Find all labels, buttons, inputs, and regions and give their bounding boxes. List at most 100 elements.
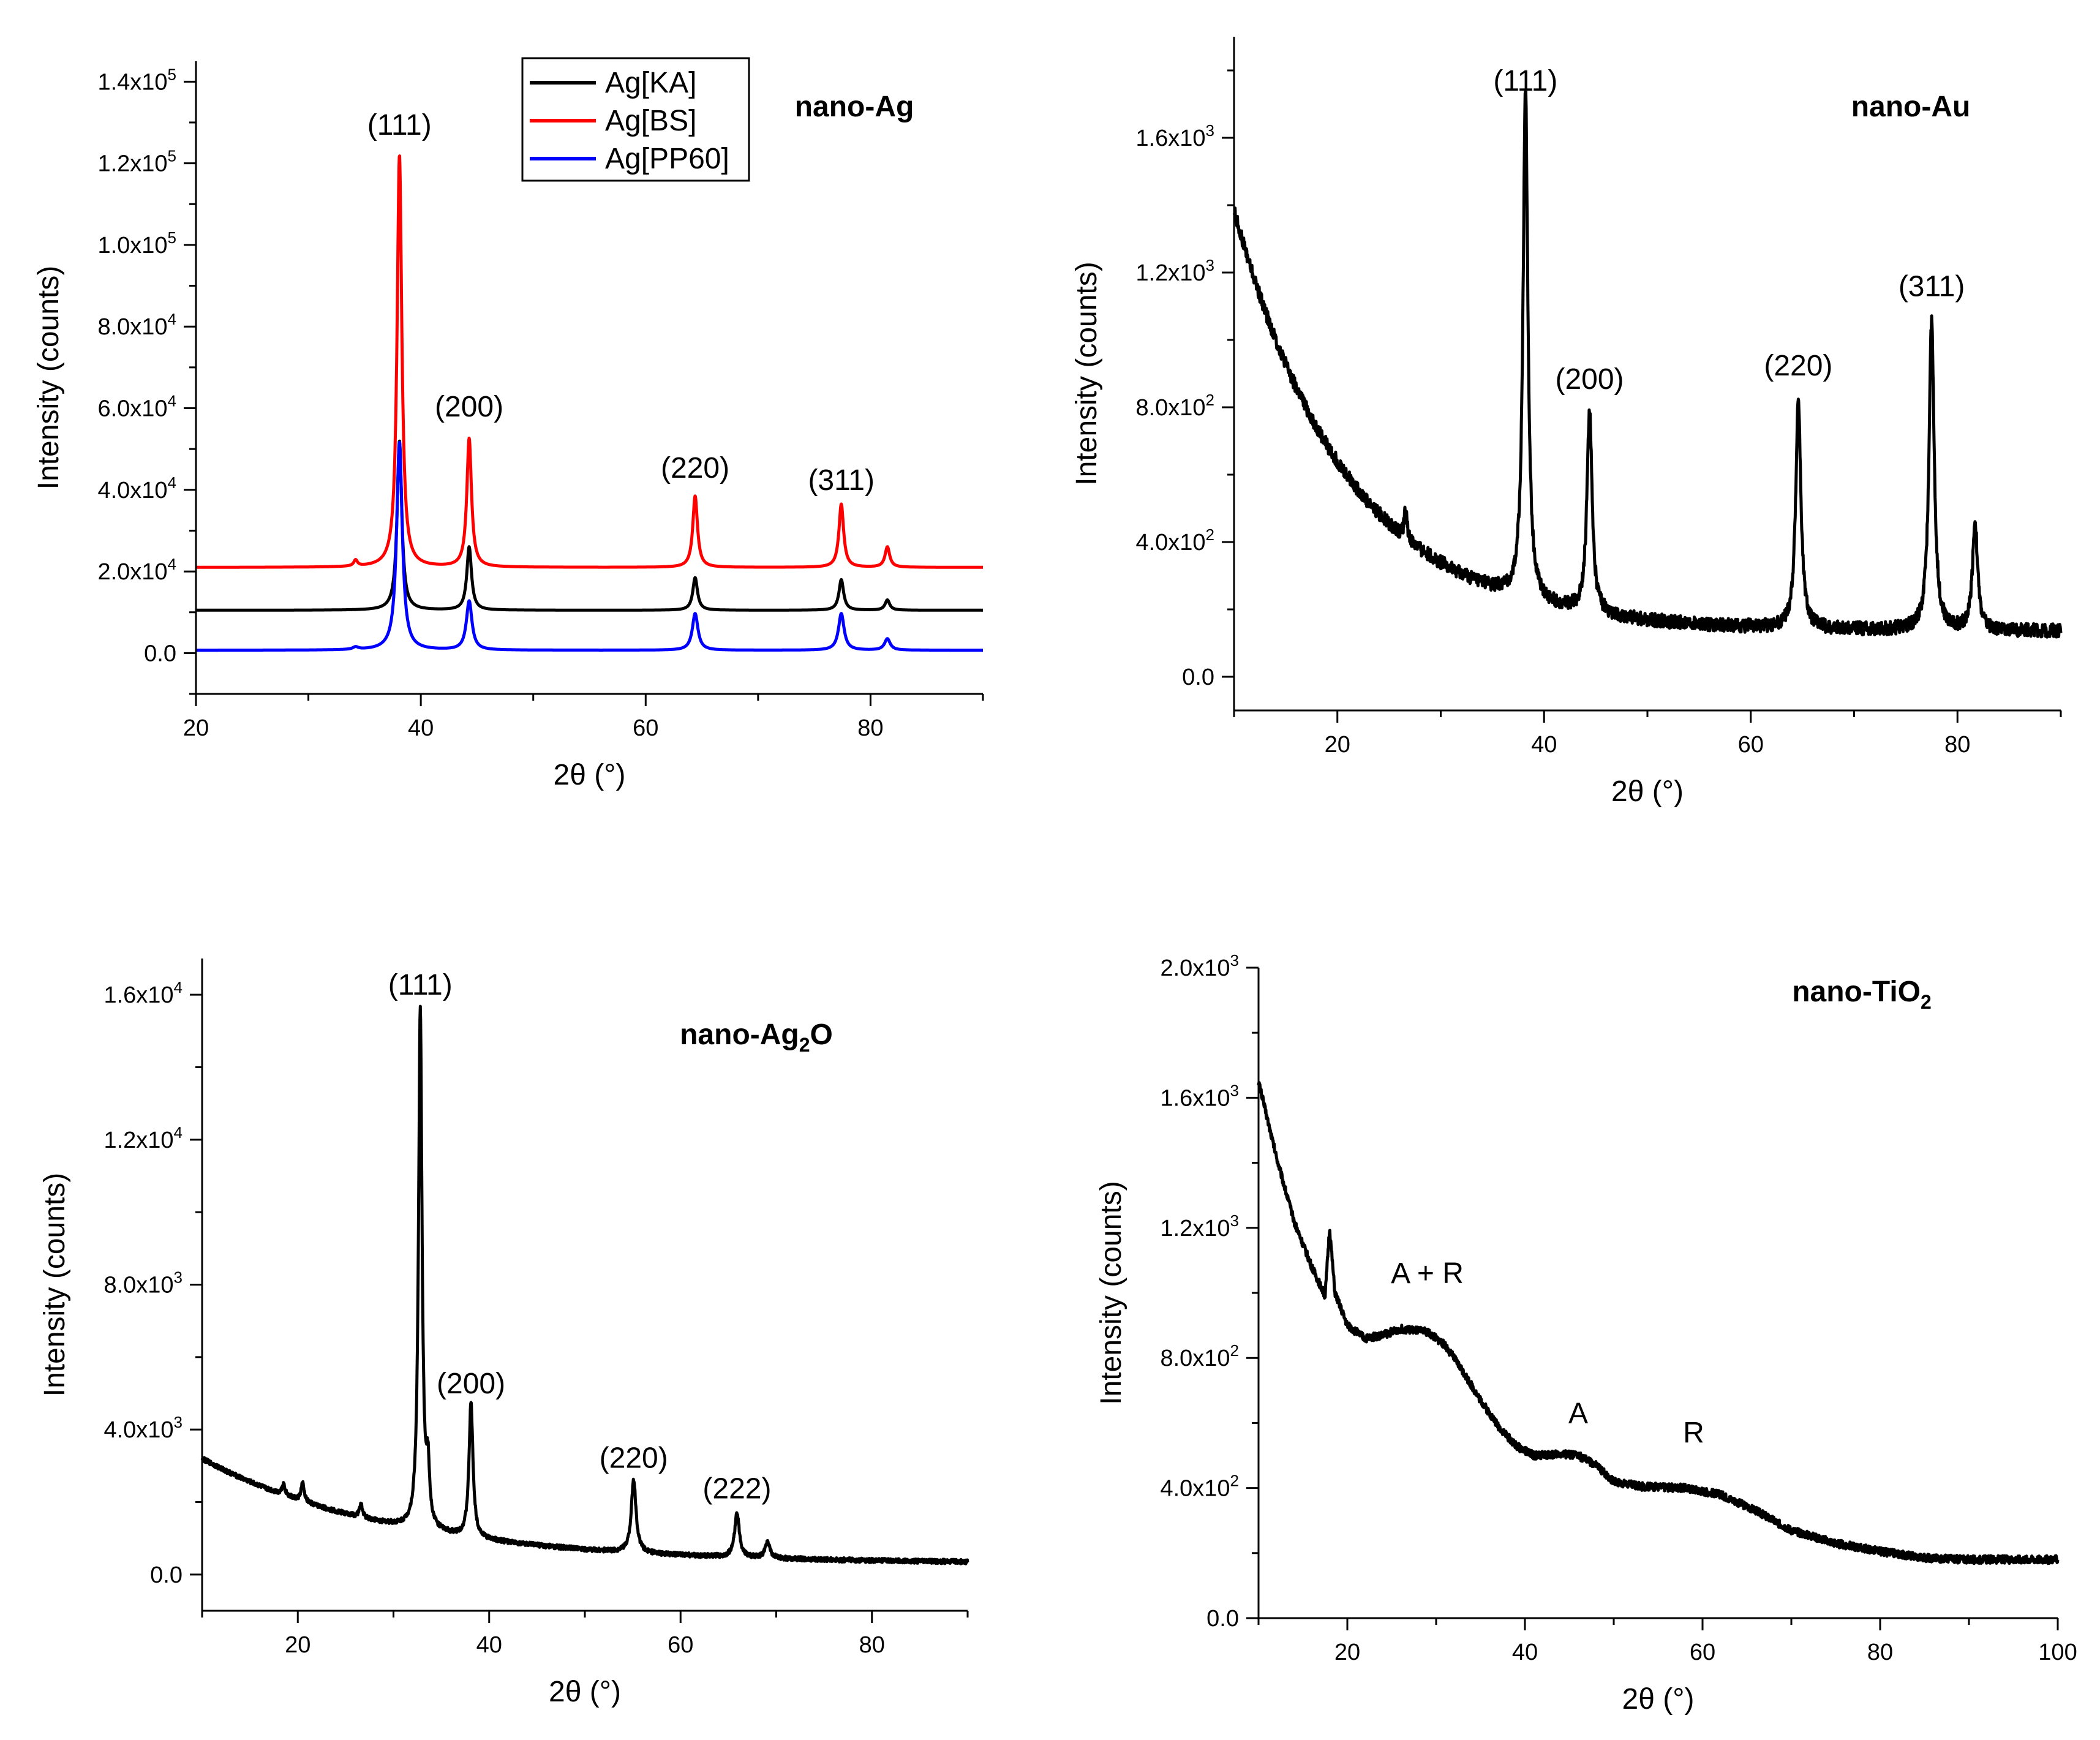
x-tick-label: 20 — [183, 715, 209, 741]
y-tick-base: 1.0x10 — [97, 233, 167, 258]
x-tick-label: 100 — [2038, 1640, 2077, 1665]
y-tick-base: 2.0x10 — [1160, 955, 1230, 981]
y-tick-label: 4.0x103 — [103, 1413, 183, 1443]
series-line-ag2o-0 — [200, 1004, 969, 1565]
y-tick-exponent: 3 — [174, 1413, 183, 1431]
x-tick-label: 40 — [1512, 1640, 1538, 1665]
y-tick-exponent: 3 — [1230, 951, 1239, 970]
panel-tio2: 20 40 60 80 1000.04.0x1028.0x1021.2x1031.6x1… — [1095, 951, 2077, 1716]
y-tick-base: 6.0x10 — [97, 396, 167, 421]
title-main: nano-Au — [1851, 91, 1971, 123]
y-tick-exponent: 3 — [1206, 256, 1214, 274]
peak-label: (311) — [1899, 271, 1965, 303]
series-line-au-0 — [1232, 89, 2063, 639]
y-tick-exponent: 2 — [1206, 391, 1214, 409]
x-tick-label: 20 — [1334, 1640, 1360, 1665]
panel-title: nano-Ag — [795, 91, 914, 123]
y-axis-label: Intensity (counts) — [39, 1173, 71, 1396]
peak-label: (111) — [1493, 65, 1557, 97]
x-tick-label: 40 — [1531, 732, 1557, 758]
y-tick-base: 1.4x10 — [97, 69, 167, 95]
y-tick-exponent: 4 — [168, 473, 176, 492]
series-line-ag-2 — [195, 440, 984, 652]
x-tick-label: 60 — [633, 715, 658, 741]
peak-label: (220) — [600, 1442, 668, 1474]
y-tick-base: 8.0x10 — [1160, 1346, 1230, 1371]
x-tick-label: 60 — [668, 1632, 693, 1658]
y-tick-label: 0.0 — [1206, 1606, 1239, 1632]
x-tick-label: 40 — [408, 715, 434, 741]
peak-label: A + R — [1391, 1257, 1464, 1290]
title-main: nano-Ag — [795, 91, 914, 123]
y-tick-label: 1.6x103 — [1135, 121, 1214, 151]
y-tick-base: 4.0x10 — [1160, 1476, 1230, 1502]
y-tick-exponent: 4 — [174, 1123, 183, 1142]
y-tick-label: 0.0 — [144, 641, 176, 666]
peak-label: (200) — [437, 1368, 505, 1400]
y-tick-label: 2.0x103 — [1160, 951, 1239, 981]
y-tick-exponent: 4 — [168, 555, 176, 573]
y-tick-exponent: 2 — [1206, 525, 1214, 544]
y-tick-label: 6.0x104 — [97, 391, 176, 421]
x-tick-label: 20 — [285, 1632, 310, 1658]
y-tick-base: 4.0x10 — [97, 478, 167, 503]
series-line-tio2-0 — [1257, 1081, 2060, 1565]
y-tick-base: 8.0x10 — [97, 314, 167, 340]
y-tick-exponent: 4 — [168, 391, 176, 410]
x-tick-label: 80 — [857, 715, 883, 741]
panel-title: nano-TiO2 — [1792, 976, 1932, 1013]
y-tick-base: 0.0 — [1206, 1606, 1239, 1632]
y-tick-base: 0.0 — [144, 641, 176, 666]
series-line-ag-1 — [195, 154, 984, 569]
legend-label: Ag[BS] — [605, 105, 696, 137]
x-tick-label: 20 — [1325, 732, 1350, 758]
y-tick-exponent: 3 — [174, 1268, 183, 1287]
peak-label: (220) — [661, 452, 729, 484]
x-axis-label: 2θ (°) — [1622, 1683, 1695, 1716]
y-tick-base: 1.2x10 — [1135, 260, 1205, 286]
peak-label: (200) — [1555, 363, 1624, 396]
y-tick-exponent: 4 — [174, 978, 183, 996]
y-tick-exponent: 3 — [1230, 1211, 1239, 1230]
x-tick-label: 80 — [859, 1632, 885, 1658]
y-tick-label: 8.0x103 — [103, 1268, 183, 1298]
y-tick-exponent: 5 — [168, 228, 176, 247]
peak-label: (111) — [388, 969, 453, 1001]
y-tick-label: 1.0x105 — [97, 228, 176, 258]
panel-ag2o: 20 40 60 800.04.0x1038.0x1031.2x1041.6x1042… — [39, 959, 969, 1708]
y-tick-label: 1.6x104 — [103, 978, 183, 1008]
y-tick-label: 1.4x105 — [97, 65, 176, 95]
y-tick-base: 1.2x10 — [97, 151, 167, 177]
y-tick-exponent: 2 — [1230, 1472, 1239, 1490]
y-tick-exponent: 3 — [1206, 121, 1214, 140]
y-axis-label: Intensity (counts) — [32, 266, 65, 489]
panel-title: nano-Ag2O — [680, 1019, 833, 1056]
y-tick-label: 0.0 — [150, 1562, 183, 1588]
x-tick-label: 60 — [1690, 1640, 1715, 1665]
y-tick-base: 2.0x10 — [97, 559, 167, 585]
x-tick-label: 40 — [476, 1632, 502, 1658]
y-tick-exponent: 3 — [1230, 1081, 1239, 1099]
y-axis-label: Intensity (counts) — [1095, 1181, 1127, 1404]
y-tick-base: 0.0 — [1182, 665, 1214, 690]
peak-label: (311) — [808, 464, 875, 497]
y-tick-base: 0.0 — [150, 1562, 183, 1588]
y-tick-base: 1.2x10 — [103, 1128, 173, 1153]
peak-label: A — [1568, 1397, 1588, 1429]
x-tick-label: 80 — [1867, 1640, 1893, 1665]
panel-ag: 20 40 60 800.02.0x1044.0x1046.0x1048.0x1041… — [32, 57, 984, 791]
y-tick-label: 4.0x104 — [97, 473, 176, 503]
peak-label: (220) — [1764, 350, 1832, 382]
legend-label: Ag[PP60] — [605, 143, 729, 175]
y-tick-base: 1.6x10 — [1160, 1085, 1230, 1111]
y-tick-label: 8.0x104 — [97, 310, 176, 340]
x-axis-label: 2θ (°) — [549, 1676, 621, 1708]
y-tick-exponent: 2 — [1230, 1341, 1239, 1360]
y-tick-label: 1.2x103 — [1135, 256, 1214, 286]
y-axis-label: Intensity (counts) — [1071, 262, 1103, 485]
y-tick-label: 1.2x104 — [103, 1123, 183, 1153]
y-tick-base: 8.0x10 — [1135, 395, 1205, 421]
x-axis-label: 2θ (°) — [554, 759, 626, 791]
x-axis-label: 2θ (°) — [1611, 775, 1684, 808]
